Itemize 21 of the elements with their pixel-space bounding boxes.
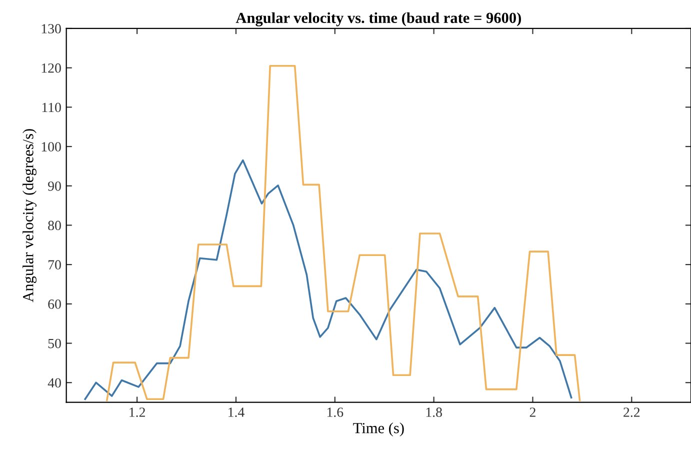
y-tick-label: 70 <box>48 260 61 270</box>
y-tick-label: 120 <box>42 63 61 73</box>
x-tick-label: 2 <box>530 408 536 417</box>
x-tick-label: 1.4 <box>228 408 244 417</box>
x-tick-label: 1.8 <box>426 408 442 417</box>
x-tick-label: 1.2 <box>130 408 145 417</box>
x-tick-label: 1.6 <box>327 408 344 417</box>
y-tick-label: 50 <box>48 338 61 348</box>
line-series <box>106 64 581 402</box>
y-tick-label: 110 <box>42 102 61 112</box>
y-tick-label: 80 <box>48 220 61 230</box>
y-axis-title: Angular velocity (degrees/s) <box>22 129 36 302</box>
y-tick-label: 90 <box>48 181 61 191</box>
x-axis-title: Time (s) <box>353 422 404 436</box>
y-tick-label: 130 <box>42 24 61 34</box>
line-series <box>84 159 572 400</box>
y-tick-label: 100 <box>42 142 61 152</box>
chart-title: Angular velocity vs. time (baud rate = 9600) <box>236 12 521 26</box>
y-tick-label: 60 <box>48 299 61 309</box>
x-tick-label: 2.2 <box>624 408 640 417</box>
y-tick-label: 40 <box>48 378 61 388</box>
